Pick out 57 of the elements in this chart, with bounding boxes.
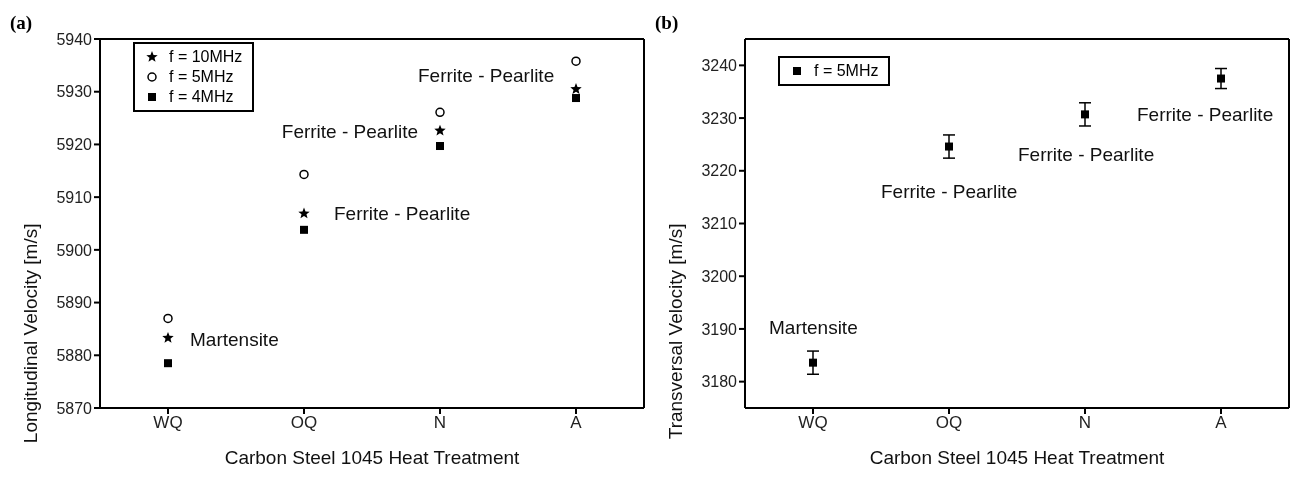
point	[1081, 110, 1089, 119]
point	[162, 331, 174, 343]
y-tick-label: 5870	[56, 399, 93, 417]
y-tick-label: 5890	[56, 294, 93, 312]
y-tick-label: 3220	[701, 162, 738, 180]
annotation: Ferrite - Pearlite	[1018, 144, 1155, 166]
annotation: Ferrite - Pearlite	[1137, 104, 1274, 126]
chart-title: (a)	[10, 12, 33, 34]
point	[300, 225, 308, 234]
point	[570, 83, 582, 94]
annotation: Ferrite - Pearlite	[881, 181, 1018, 203]
point	[299, 169, 309, 180]
point	[298, 207, 310, 219]
y-tick-label: 5940	[56, 30, 93, 48]
y-tick-label: 5930	[56, 83, 93, 101]
y-tick-label: 3180	[701, 373, 738, 391]
point	[809, 358, 817, 367]
x-tick-label: OQ	[935, 413, 963, 433]
chart-title: (b)	[655, 12, 679, 34]
legend-label: f = 4MHz	[169, 87, 234, 107]
y-tick-label: 5880	[56, 346, 93, 364]
point	[435, 107, 445, 118]
y-tick-label: 5900	[56, 241, 93, 259]
legend-label: f = 5MHz	[814, 61, 879, 81]
point	[434, 124, 446, 136]
x-tick-label: WQ	[798, 413, 828, 433]
x-axis-title: Carbon Steel 1045 Heat Treatment	[869, 447, 1166, 468]
point	[572, 94, 580, 103]
annotation: Ferrite - Pearlite	[418, 65, 555, 87]
x-tick-label: WQ	[153, 413, 183, 433]
point	[571, 56, 581, 66]
annotation: Ferrite - Pearlite	[334, 202, 471, 224]
y-tick-label: 5910	[56, 188, 93, 206]
x-tick-label: A	[1215, 413, 1228, 433]
x-tick-label: N	[433, 413, 447, 433]
y-tick-label: 3230	[701, 109, 738, 127]
y-axis-title: Longitudinal Velocity [m/s]	[19, 223, 41, 444]
y-tick-label: 3210	[701, 215, 738, 233]
point	[164, 359, 172, 368]
y-axis-title: Transversal Velocity [m/s]	[664, 223, 686, 440]
x-tick-label: A	[570, 413, 583, 433]
point	[163, 313, 173, 324]
annotation: Ferrite - Pearlite	[281, 120, 418, 142]
legend-label: f = 5MHz	[169, 67, 234, 87]
y-tick-label: 3240	[701, 57, 738, 75]
annotation: Martensite	[769, 317, 858, 339]
point	[436, 142, 444, 151]
point	[1217, 74, 1225, 83]
legend-label: f = 10MHz	[169, 47, 243, 67]
y-tick-label: 5920	[56, 136, 93, 154]
y-tick-label: 3190	[701, 320, 738, 338]
x-axis-title: Carbon Steel 1045 Heat Treatment	[224, 447, 521, 468]
annotation: Martensite	[190, 329, 279, 351]
point	[945, 142, 953, 151]
x-tick-label: OQ	[290, 413, 318, 433]
y-tick-label: 3200	[701, 267, 738, 285]
x-tick-label: N	[1078, 413, 1092, 433]
